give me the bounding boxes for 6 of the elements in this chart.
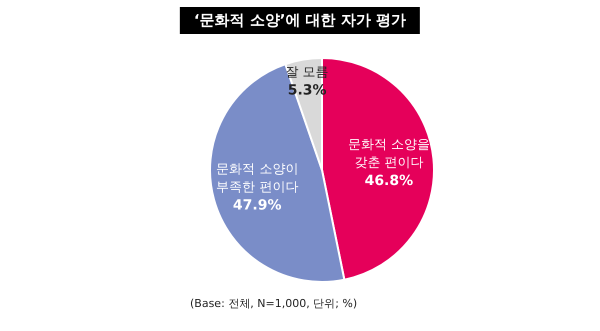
data-label: 47.9%: [232, 197, 282, 214]
text: (Base: 전체, N=1,000, 단위; %): [190, 296, 358, 311]
slice-label: 문화적 소양을 갖춘 편이다: [348, 138, 430, 171]
data-label: 46.8%: [364, 172, 414, 189]
chart-title: ‘문화적 소양’에 대한 자가 평가: [180, 7, 420, 34]
slice-label: 문화적 소양이 부족한 편이다: [216, 162, 298, 196]
